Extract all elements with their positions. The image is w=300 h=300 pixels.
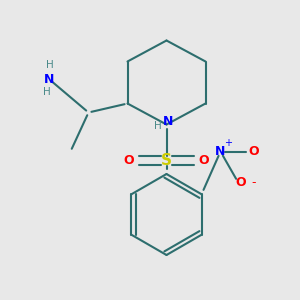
Text: O: O [236, 176, 246, 190]
Text: -: - [251, 176, 256, 190]
Text: S: S [161, 153, 172, 168]
Text: O: O [124, 154, 134, 167]
Text: H: H [154, 121, 161, 131]
Text: N: N [44, 73, 55, 86]
Text: N: N [215, 145, 226, 158]
Text: O: O [249, 145, 260, 158]
Text: H: H [43, 87, 50, 97]
Text: +: + [224, 138, 232, 148]
Text: O: O [199, 154, 209, 167]
Text: N: N [163, 115, 173, 128]
Text: H: H [46, 60, 53, 70]
